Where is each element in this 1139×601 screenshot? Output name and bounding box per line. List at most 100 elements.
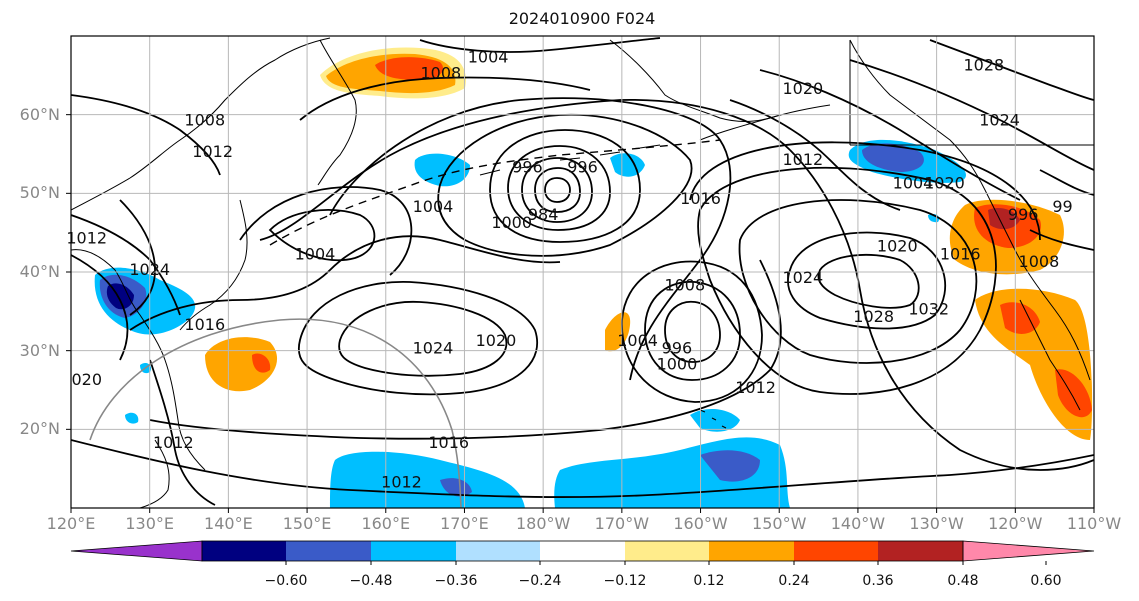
coastline-asia	[71, 37, 331, 211]
lat-lon-grid	[71, 36, 1094, 508]
isobar-label: 1008	[664, 276, 705, 295]
typhoon-track-circle	[89, 318, 462, 508]
longitude-label: 170°E	[440, 514, 489, 533]
colorbar-segment	[456, 541, 540, 561]
isobar-low-992	[521, 157, 593, 223]
colorbar-segment	[286, 541, 371, 561]
isobar-high-east-1020	[697, 166, 997, 395]
isobar-label: 996	[662, 339, 693, 358]
isobar-label: 1004	[617, 331, 658, 350]
isobar-low-1000	[489, 129, 641, 243]
isobar-label: 1004	[893, 173, 934, 192]
colorbar-tick-label: 0.24	[778, 573, 810, 589]
longitude-label: 130°W	[909, 514, 964, 533]
coastline-north-america-west	[849, 39, 1091, 381]
front-dashed-line	[269, 139, 721, 246]
negative-anomaly-central	[414, 153, 470, 187]
longitude-label: 150°W	[752, 514, 807, 533]
negative-anomaly-central-east	[610, 153, 645, 177]
isobar-label: 1012	[782, 150, 823, 169]
longitude-label: 160°W	[673, 514, 728, 533]
isobar-label: 1024	[413, 339, 454, 358]
isobar-label: 1024	[129, 260, 170, 279]
coastline-philippines	[139, 439, 170, 508]
latitude-label: 60°N	[19, 104, 60, 124]
longitude-label: 140°W	[830, 514, 886, 533]
positive-anomaly-bering-peak	[375, 57, 444, 80]
isobar-label: 1012	[381, 472, 422, 491]
isobar-label: 1024	[979, 111, 1020, 130]
isobar-label: 996	[1008, 205, 1039, 224]
isobar-asia-1012-south	[149, 359, 216, 506]
isobar-north-1004	[419, 37, 661, 53]
isobar-label: 1024	[782, 268, 823, 287]
longitude-label: 130°E	[125, 514, 175, 533]
isobar-label: 1012	[735, 378, 776, 397]
coastline-alaska-peninsula	[699, 104, 831, 141]
isobar-north-1012	[71, 94, 221, 176]
isobar-label: 1008	[184, 111, 225, 130]
longitude-label: 180°W	[515, 514, 571, 533]
colorbar-frame	[201, 540, 964, 562]
isobar-label: 1012	[153, 433, 194, 452]
longitude-label: 150°E	[282, 514, 332, 533]
coastline-japan	[179, 199, 248, 331]
isobar-label: 1016	[680, 189, 721, 208]
colorbar-segment	[202, 541, 286, 561]
colorbar-tick-label: 0.48	[947, 573, 979, 589]
isobars	[71, 37, 1094, 506]
colorbar-tick-label: −0.48	[349, 573, 393, 589]
isobar-label: 1016	[184, 315, 225, 334]
isobar-ne-1016	[729, 99, 901, 211]
colorbar-tick-label: 0.12	[693, 573, 725, 589]
colorbar-tick-label: −0.12	[603, 573, 647, 589]
isobar-1016-west	[129, 235, 561, 331]
longitude-label: 120°W	[988, 514, 1043, 533]
coastlines	[71, 37, 1094, 508]
negative-anomaly-tropical-east	[690, 408, 740, 432]
isobar-low-east-1008	[621, 260, 763, 403]
isobar-high-1020	[297, 281, 538, 396]
colorbar-tick-label: 0.36	[862, 573, 894, 589]
colorbar-tick-label: −0.24	[518, 573, 562, 589]
longitude-label: 110°W	[1066, 514, 1122, 533]
colorbar-min-extension	[70, 540, 203, 562]
positive-anomaly-sw-america-core	[1000, 302, 1040, 334]
isobar-north-1008	[299, 76, 591, 121]
isobar-label: 1016	[940, 244, 981, 263]
longitude-label: 140°E	[204, 514, 253, 533]
isobar-1012-east	[789, 149, 1094, 471]
isobar-label: 984	[528, 205, 559, 224]
isobar-asia-1024	[119, 199, 156, 316]
anomaly-shading	[94, 47, 1093, 508]
positive-anomaly-subtropical-west-core	[252, 353, 271, 373]
isobar-label: 1004	[413, 197, 454, 216]
isobar-ne-1028	[929, 39, 1094, 101]
isobar-label: 020	[71, 370, 102, 389]
isobar-1016-south	[149, 259, 782, 440]
coastline-kamchatka	[317, 39, 357, 186]
negative-anomaly-tropical-core	[700, 450, 760, 482]
isobar-low-1004	[437, 113, 693, 257]
isobar-label: 1020	[877, 236, 918, 255]
isobar-label: 1004	[295, 244, 336, 263]
latitude-label: 40°N	[19, 262, 60, 281]
negative-anomaly-tropical-west	[330, 451, 525, 508]
colorbar	[70, 540, 1095, 565]
colorbar-tick-label: −0.36	[434, 573, 478, 589]
isobar-high-east-1028	[787, 231, 947, 330]
isobar-label: 996	[567, 158, 598, 177]
latitude-label: 20°N	[19, 419, 60, 439]
isobar-label: 996	[512, 158, 543, 177]
isobar-label: 1000	[491, 213, 532, 232]
isobar-1008	[329, 97, 732, 381]
isobar-high-1024	[338, 300, 508, 377]
longitude-label: 160°E	[361, 514, 411, 533]
latitude-label: 50°N	[19, 183, 60, 203]
isobar-1008-west	[239, 186, 413, 276]
isobar-label: 1032	[908, 299, 949, 318]
longitude-label: 170°W	[594, 514, 650, 533]
isobar-high-east-1016	[689, 141, 1041, 241]
